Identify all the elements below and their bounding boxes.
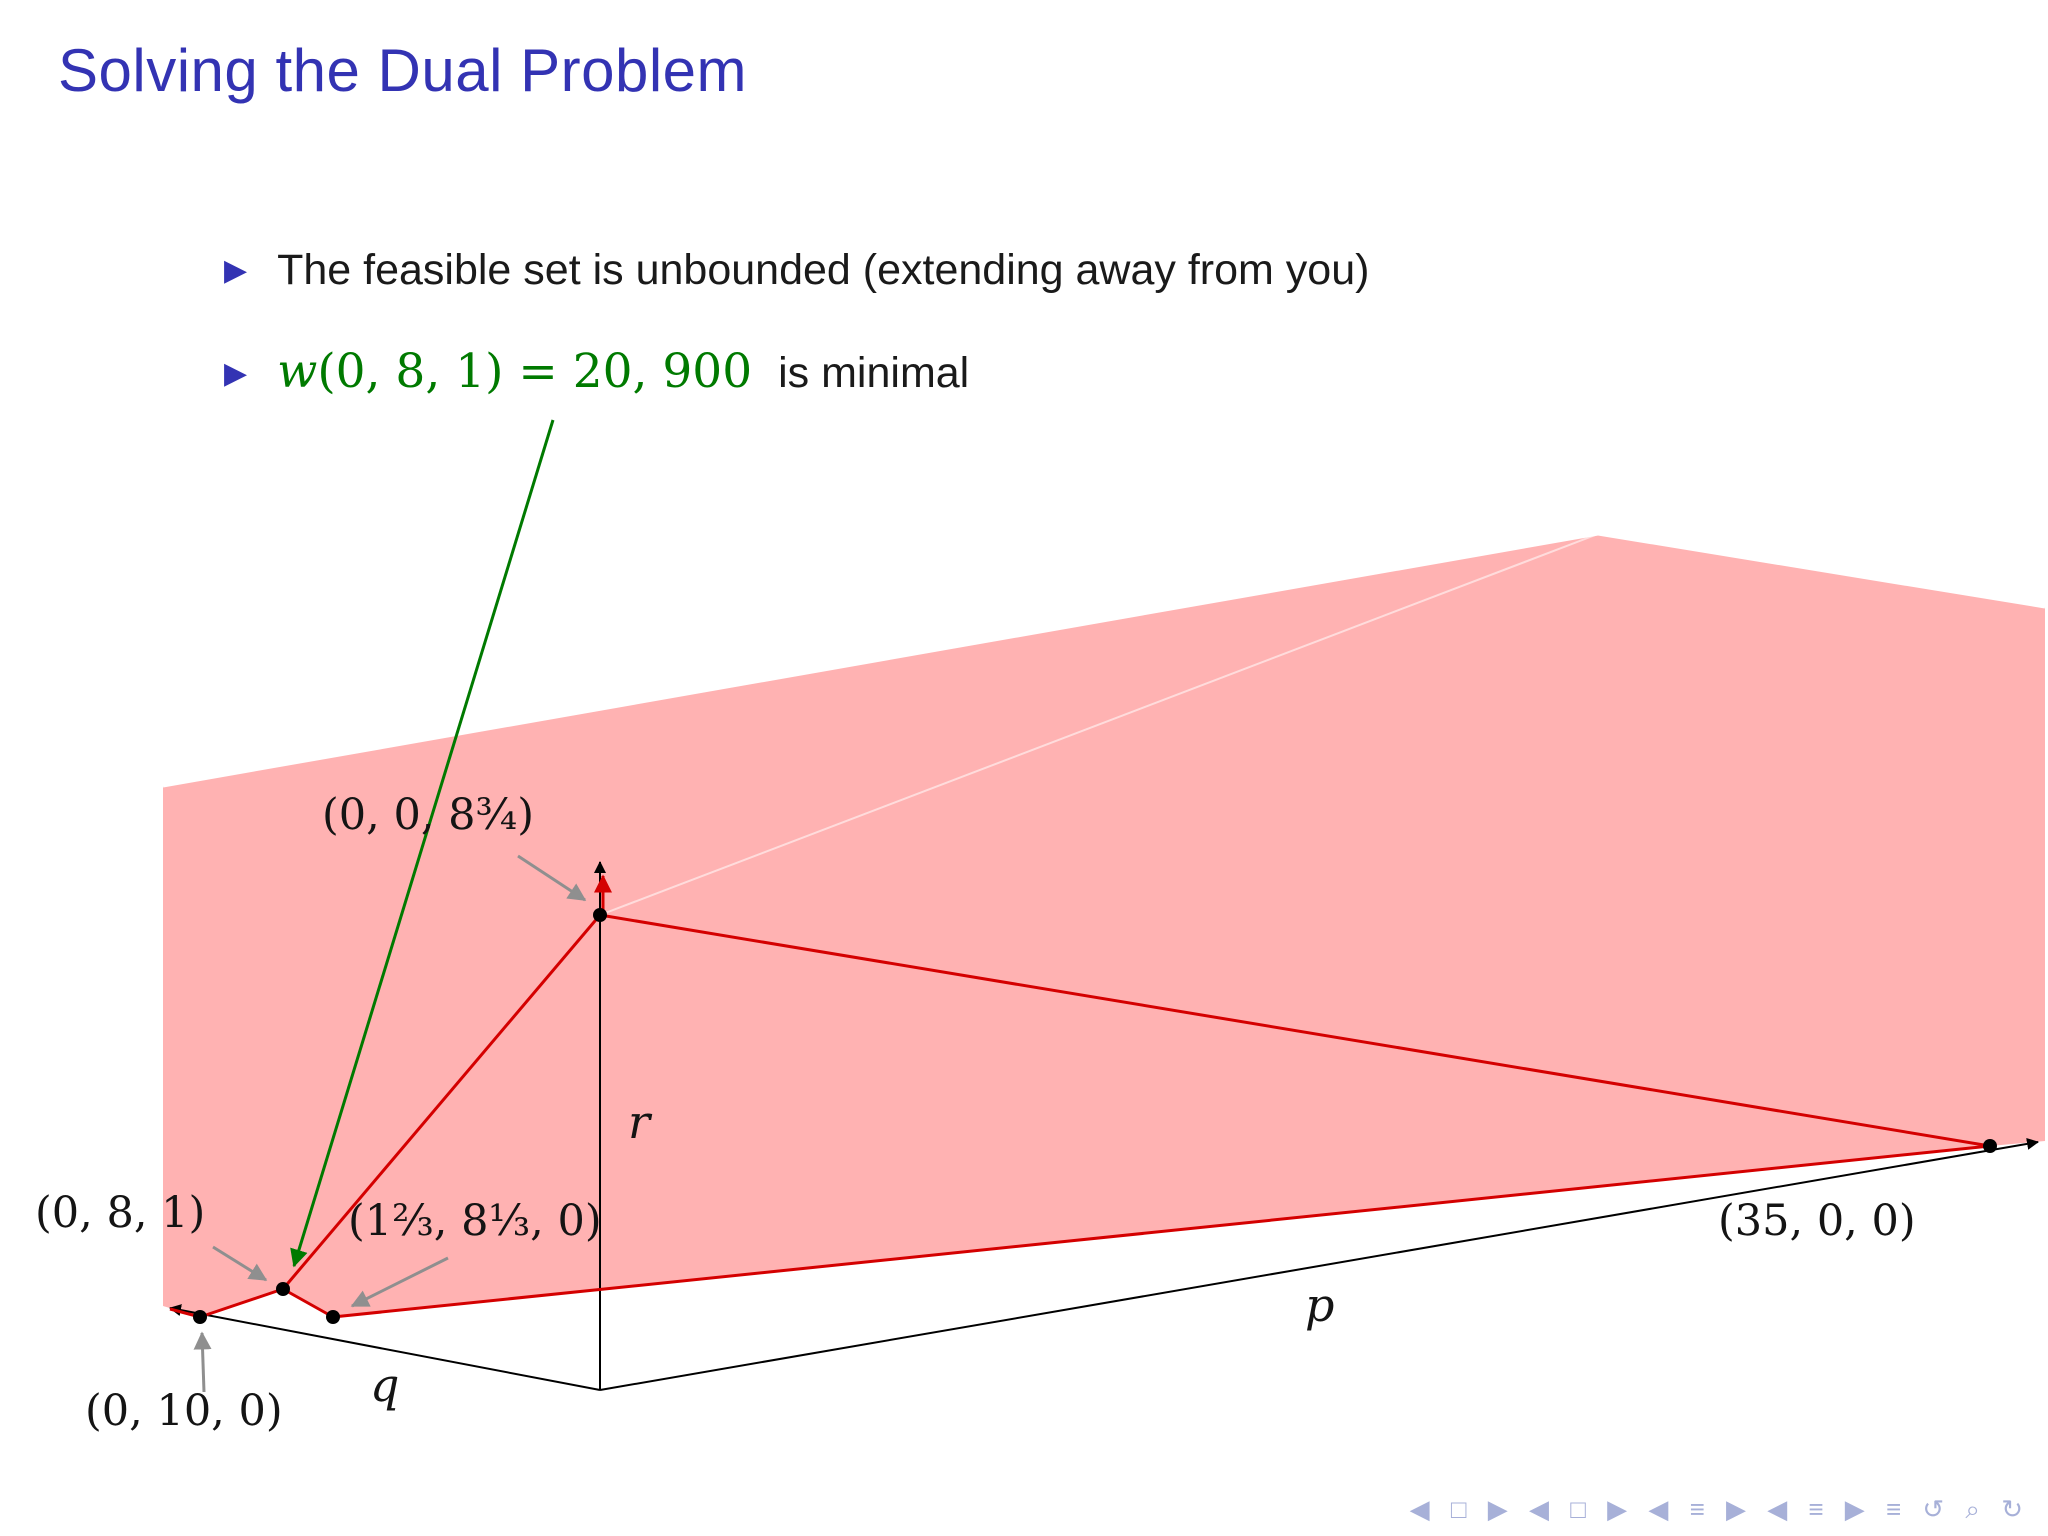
dual-objective-formula: w(0, 8, 1) = 20, 900	[277, 344, 752, 399]
bullet-triangle-icon: ▶	[224, 254, 248, 287]
formula-value: (0, 8, 1) = 20, 900	[317, 344, 753, 399]
vertex-dot-3500	[1983, 1139, 1997, 1153]
feasible-region	[163, 534, 2045, 1317]
vertex-label-apex: (0, 0, 8¾)	[322, 790, 534, 840]
pointer-arrow-0100-label	[193, 1331, 212, 1393]
pointer-arrow-apex-label	[517, 854, 587, 902]
vertex-dot-081	[276, 1282, 290, 1296]
bullet-triangle-icon: ▶	[224, 357, 248, 390]
bullet-item-1: ▶ The feasible set is unbounded (extendi…	[224, 246, 1369, 295]
edge-frac-to-p-vertex	[332, 1144, 1991, 1319]
pointer-arrow-frac-label	[350, 1256, 449, 1308]
minimum-pointer-arrow	[290, 419, 555, 1268]
vertex-label-frac: (1⅔, 8⅓, 0)	[348, 1196, 602, 1246]
region-top-edge-right	[1597, 532, 2046, 609]
edge-081-to-frac	[282, 1287, 334, 1319]
vertex-label-3500: (35, 0, 0)	[1718, 1196, 1916, 1246]
vertex-dot-apex	[593, 908, 607, 922]
region-top-edge-left	[162, 532, 1599, 788]
axis-label-p: p	[1305, 1278, 1335, 1332]
formula-variable: w	[277, 344, 318, 399]
vertex-label-081: (0, 8, 1)	[35, 1188, 206, 1238]
bullet-text-unbounded: The feasible set is unbounded (extending…	[277, 246, 1370, 294]
axis-label-q: q	[370, 1358, 400, 1412]
pointer-arrow-081-label	[212, 1245, 268, 1282]
vertex-dot-frac	[326, 1310, 340, 1324]
axis-label-r: r	[628, 1095, 650, 1149]
edge-apex-to-p-vertex	[599, 913, 1991, 1148]
edge-081-to-0100	[199, 1287, 284, 1319]
formula-suffix-text: is minimal	[778, 349, 970, 397]
edge-apex-to-081	[281, 914, 602, 1290]
slide-title: Solving the Dual Problem	[58, 37, 748, 104]
vertex-dot-0100	[193, 1310, 207, 1324]
region-receding-edge-apex	[599, 533, 1599, 916]
axis-p	[599, 1137, 2039, 1391]
axis-q	[169, 1304, 601, 1391]
beamer-navigation-bar[interactable]: ◀ □ ▶ ◀ □ ▶ ◀ ≡ ▶ ◀ ≡ ▶ ≡ ↺ ⌕ ↻	[1409, 1494, 2030, 1524]
bullet-item-2: ▶ w(0, 8, 1) = 20, 900 is minimal	[224, 344, 969, 399]
vertex-label-0100: (0, 10, 0)	[85, 1386, 283, 1436]
